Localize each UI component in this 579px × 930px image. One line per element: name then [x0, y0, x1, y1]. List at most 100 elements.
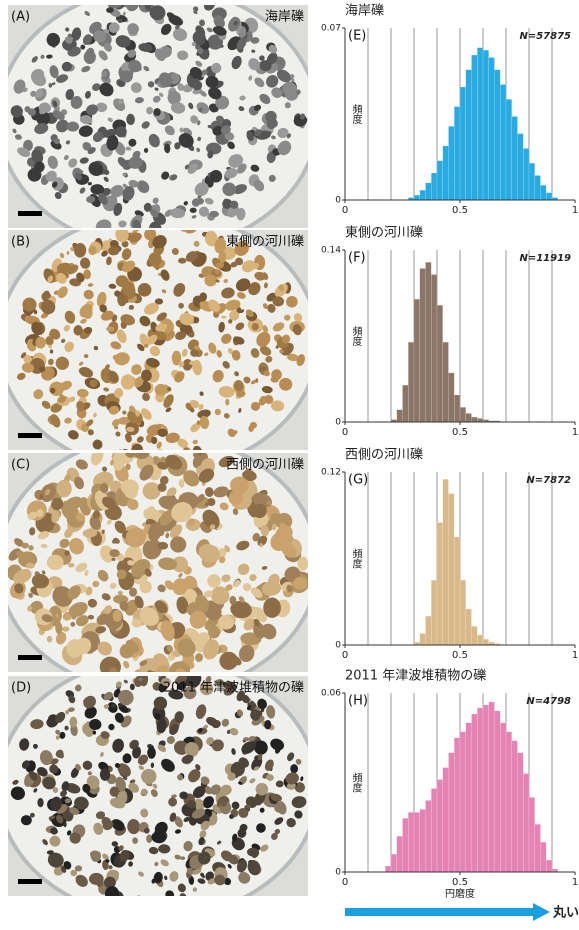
bar [477, 48, 483, 200]
bar [426, 262, 432, 422]
pebble [172, 0, 177, 2]
bar [454, 738, 460, 872]
annotation: N=57875 [519, 31, 571, 42]
bar [466, 723, 472, 872]
chart-title: 海岸礫 [345, 3, 384, 19]
photo-label: (D) [11, 681, 31, 696]
scale-bar [18, 211, 42, 216]
pebble [141, 898, 151, 908]
photo-label: (C) [11, 458, 30, 473]
y-axis-label: 頻度 [350, 547, 362, 569]
pebble [88, 182, 92, 185]
bar [437, 522, 443, 645]
y-tick-label: 0.14 [321, 246, 341, 256]
bar [454, 107, 460, 200]
annotation: N=4798 [526, 696, 571, 707]
pebble [106, 326, 114, 331]
pebble [276, 781, 284, 788]
pebble [221, 316, 226, 319]
bar [495, 70, 501, 200]
bar [523, 148, 529, 200]
bar [466, 70, 472, 200]
bar [523, 774, 529, 872]
y-tick-label: 0 [335, 641, 341, 651]
bar [437, 780, 443, 872]
photo [0, 435, 318, 694]
bar [466, 413, 472, 422]
scale-bar [18, 655, 42, 660]
scale-bar [18, 879, 42, 884]
pebble [125, 464, 130, 471]
bar [414, 195, 420, 200]
pebble [178, 258, 187, 264]
bar [506, 732, 512, 872]
scale-bar [18, 433, 42, 438]
panel-label: (G) [348, 473, 368, 488]
photo-caption: 2011 年津波堆積物の礫 [163, 680, 304, 696]
bar [529, 797, 535, 872]
bar [489, 702, 495, 872]
bar [483, 639, 489, 645]
y-tick-label: 0 [335, 868, 341, 878]
bar [420, 190, 426, 200]
panel-label: (F) [348, 251, 366, 266]
x-tick-label: 1 [572, 205, 578, 216]
y-axis-label: 頻度 [350, 103, 362, 125]
bar [500, 85, 506, 200]
x-tick-label: 0 [342, 205, 348, 216]
bar [426, 616, 432, 645]
bar [472, 55, 478, 200]
bar [449, 494, 455, 645]
bar [500, 723, 506, 872]
bar [472, 626, 478, 645]
bar [546, 860, 552, 872]
bar [431, 173, 437, 200]
bar [454, 395, 460, 422]
bar [460, 407, 466, 422]
x-axis-label: 円磨度 [445, 887, 475, 900]
bar [397, 410, 403, 422]
bar [443, 146, 449, 200]
bar [443, 768, 449, 872]
bar [420, 809, 426, 872]
bar [449, 126, 455, 200]
bar [408, 342, 414, 422]
bar [414, 812, 420, 872]
bar [460, 580, 466, 645]
photo-caption: 海岸礫 [265, 9, 304, 25]
pebble [263, 597, 281, 617]
bar [489, 57, 495, 200]
bar [535, 824, 541, 872]
bar [454, 537, 460, 645]
photo-label: (B) [11, 235, 30, 250]
bar [403, 818, 409, 872]
bar [529, 163, 535, 200]
bar [483, 50, 489, 200]
photo-label: (A) [11, 10, 30, 25]
y-axis-label: 頻度 [350, 325, 362, 347]
x-tick-label: 1 [572, 427, 578, 438]
pebble [145, 0, 153, 5]
bar [443, 342, 449, 422]
pebble [143, 482, 161, 499]
bar [477, 635, 483, 645]
annotation: N=11919 [519, 253, 571, 264]
x-tick-label: 0 [342, 427, 348, 438]
pebble [100, 768, 110, 781]
bar [546, 193, 552, 200]
photo [0, 0, 318, 250]
bar [477, 708, 483, 872]
bar [426, 800, 432, 872]
x-tick-label: 0 [342, 650, 348, 661]
bar [449, 753, 455, 872]
bar [472, 714, 478, 872]
x-tick-label: 0.5 [452, 427, 468, 438]
pebble [157, 897, 169, 910]
pebble [134, 895, 144, 902]
arrow-label: 丸い [552, 905, 579, 921]
bar [391, 854, 397, 872]
y-tick-label: 0.12 [321, 468, 341, 478]
bar [541, 185, 547, 200]
bar [437, 305, 443, 422]
bar [385, 866, 391, 872]
